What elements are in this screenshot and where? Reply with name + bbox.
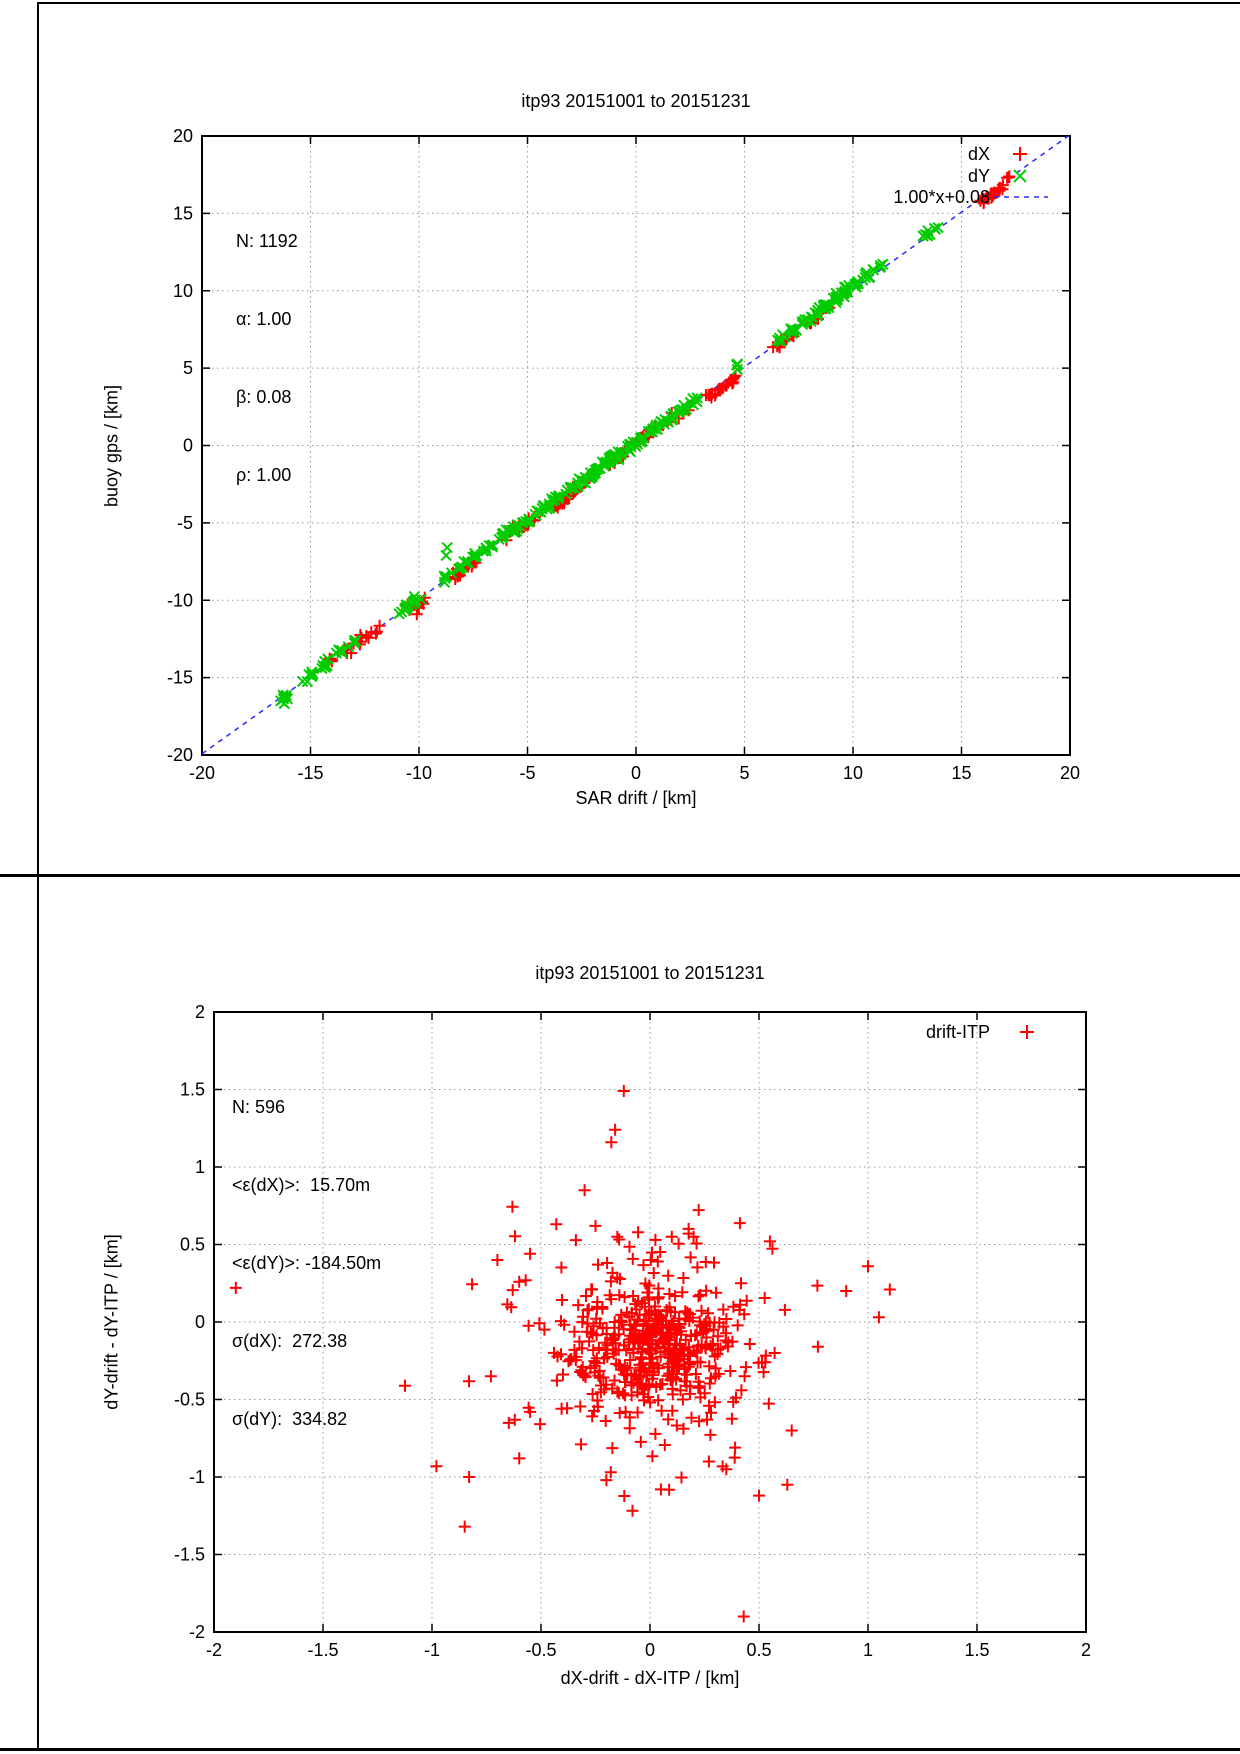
x-tick-label: 20 bbox=[1060, 763, 1080, 783]
stat-n: N: 1192 bbox=[236, 231, 298, 251]
plot-border bbox=[201, 135, 1071, 756]
x-tick-label: 0 bbox=[645, 1640, 655, 1660]
x-tick-label: 5 bbox=[739, 763, 749, 783]
y-tick-label: 0 bbox=[183, 436, 193, 456]
y-tick-label: -1 bbox=[189, 1467, 205, 1487]
y-tick-label: 1 bbox=[195, 1157, 205, 1177]
legend-label-fit-line: 1.00*x+0.08 bbox=[893, 187, 990, 207]
stat-sigma-dx: σ(dX): 272.38 bbox=[232, 1331, 348, 1351]
x-tick-label: 2 bbox=[1081, 1640, 1091, 1660]
y-tick-label: -0.5 bbox=[174, 1390, 205, 1410]
y-tick-label: -5 bbox=[177, 513, 193, 533]
legend-label-drift-itp: drift-ITP bbox=[925, 1022, 990, 1042]
y-tick-label: -15 bbox=[167, 668, 193, 688]
y-tick-label: -20 bbox=[167, 745, 193, 765]
x-axis-label: SAR drift / [km] bbox=[575, 788, 697, 808]
x-tick-label: -2 bbox=[206, 1640, 222, 1660]
page-border-bottom bbox=[0, 1748, 1240, 1751]
chart-title: itp93 20151001 to 20151231 bbox=[521, 91, 751, 111]
stat-rho: ρ: 1.00 bbox=[236, 465, 292, 485]
chart-title: itp93 20151001 to 20151231 bbox=[535, 963, 765, 983]
y-tick-label: 15 bbox=[173, 203, 193, 223]
x-tick-label: -10 bbox=[406, 763, 432, 783]
y-tick-label: 2 bbox=[195, 1002, 205, 1022]
x-axis-label: dX-drift - dX-ITP / [km] bbox=[560, 1668, 740, 1688]
y-axis-label: dY-drift - dY-ITP / [km] bbox=[101, 1234, 122, 1410]
x-tick-label: 1 bbox=[863, 1640, 873, 1660]
legend-label-dx: dX bbox=[967, 144, 990, 164]
x-tick-label: -0.5 bbox=[525, 1640, 556, 1660]
stat-mean-dy: <ε(dY)>: -184.50m bbox=[232, 1253, 382, 1273]
stat-sigma-dy: σ(dY): 334.82 bbox=[232, 1409, 348, 1429]
data-points-drift-ITP bbox=[229, 1085, 896, 1623]
y-tick-label: 0 bbox=[195, 1312, 205, 1332]
stat-mean-dx: <ε(dX)>: 15.70m bbox=[232, 1175, 371, 1195]
y-tick-label: 10 bbox=[173, 281, 193, 301]
x-tick-label: -1.5 bbox=[307, 1640, 338, 1660]
x-tick-label: -5 bbox=[519, 763, 535, 783]
y-tick-label: -2 bbox=[189, 1622, 205, 1642]
stats-box: N: 1192 α: 1.00 β: 0.08 ρ: 1.00 bbox=[236, 176, 298, 540]
x-tick-label: -1 bbox=[424, 1640, 440, 1660]
x-tick-label: 0 bbox=[631, 763, 641, 783]
legend-marker-drift-ITP bbox=[1020, 1025, 1034, 1039]
x-tick-label: 10 bbox=[843, 763, 863, 783]
y-tick-label: 1.5 bbox=[180, 1080, 205, 1100]
x-tick-label: 1.5 bbox=[964, 1640, 989, 1660]
section-divider bbox=[0, 874, 1240, 877]
x-tick-label: 15 bbox=[951, 763, 971, 783]
stats-box: N: 596 <ε(dX)>: 15.70m <ε(dY)>: -184.50m… bbox=[232, 1042, 381, 1484]
legend-marker-dX bbox=[1013, 147, 1027, 161]
stat-alpha: α: 1.00 bbox=[236, 309, 292, 329]
legend-marker-dY bbox=[1013, 169, 1027, 183]
y-tick-label: 0.5 bbox=[180, 1235, 205, 1255]
legend-label-dy: dY bbox=[967, 166, 990, 186]
y-tick-label: -10 bbox=[167, 590, 193, 610]
plot-border bbox=[213, 1011, 1087, 1633]
y-tick-label: 5 bbox=[183, 358, 193, 378]
stat-beta: β: 0.08 bbox=[236, 387, 292, 407]
stat-n: N: 596 bbox=[232, 1097, 286, 1117]
data-points-dY bbox=[275, 221, 944, 710]
page-border-top bbox=[37, 2, 1240, 4]
x-tick-label: -15 bbox=[297, 763, 323, 783]
y-tick-label: 20 bbox=[173, 126, 193, 146]
x-tick-label: -20 bbox=[189, 763, 215, 783]
y-tick-label: -1.5 bbox=[174, 1545, 205, 1565]
x-tick-label: 0.5 bbox=[746, 1640, 771, 1660]
